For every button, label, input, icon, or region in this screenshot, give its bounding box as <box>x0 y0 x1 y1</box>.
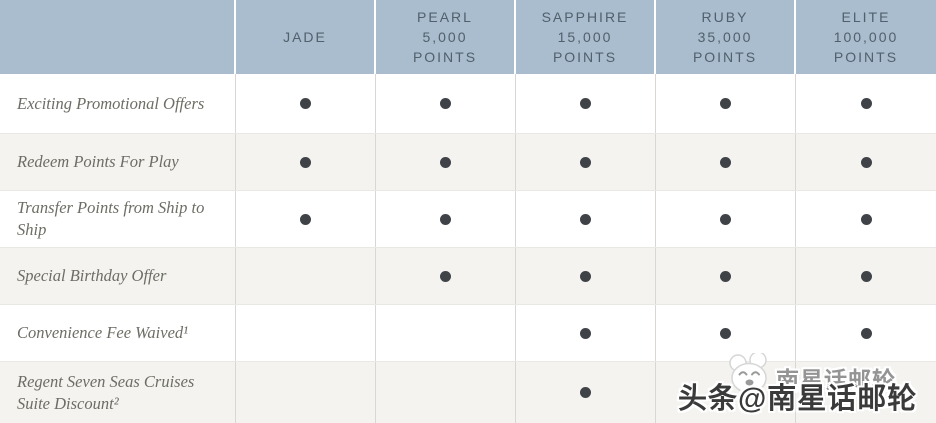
benefit-dot <box>860 98 872 109</box>
benefit-label: Regent Seven Seas Cruises Suite Discount… <box>0 362 236 423</box>
table-body: Exciting Promotional Offers Redeem Points… <box>0 74 936 423</box>
benefit-dot <box>720 327 731 339</box>
table-row: Transfer Points from Ship to Ship <box>0 190 936 247</box>
tier-cell <box>796 191 936 247</box>
benefit-dot <box>580 387 591 398</box>
benefit-label: Special Birthday Offer <box>0 248 236 304</box>
header-cell-jade: JADE <box>236 0 376 74</box>
table-row: Redeem Points For Play <box>0 133 936 190</box>
tier-cell <box>656 362 796 423</box>
table-header-row: JADE PEARL 5,000 POINTS SAPPHIRE 15,000 … <box>0 0 936 74</box>
tier-cell <box>516 74 656 133</box>
tier-cell <box>796 248 936 304</box>
benefit-dot <box>860 270 872 282</box>
tier-cell <box>236 74 376 133</box>
benefit-dot <box>860 156 872 168</box>
benefit-dot <box>860 387 872 398</box>
benefit-label: Redeem Points For Play <box>0 134 236 190</box>
benefit-dot <box>440 156 451 168</box>
tier-cell <box>236 134 376 190</box>
tier-cell <box>516 362 656 423</box>
benefit-dot <box>720 270 731 282</box>
tier-cell <box>516 191 656 247</box>
benefit-dot <box>580 327 591 339</box>
benefit-dot <box>440 270 451 282</box>
benefit-label: Exciting Promotional Offers <box>0 74 236 133</box>
benefit-dot <box>580 270 591 282</box>
tier-cell <box>516 305 656 361</box>
tier-cell <box>376 248 516 304</box>
tier-cell <box>796 74 936 133</box>
tier-cell <box>656 191 796 247</box>
benefit-dot <box>720 387 731 398</box>
tier-cell <box>376 305 516 361</box>
table-row: Regent Seven Seas Cruises Suite Discount… <box>0 361 936 423</box>
benefit-label: Transfer Points from Ship to Ship <box>0 191 236 247</box>
benefit-dot <box>300 213 311 225</box>
tier-cell <box>376 74 516 133</box>
benefit-label: Convenience Fee Waived¹ <box>0 305 236 361</box>
header-cell-ruby: RUBY 35,000 POINTS <box>656 0 796 74</box>
tier-cell <box>236 191 376 247</box>
benefit-dot <box>440 98 451 109</box>
header-cell-pearl: PEARL 5,000 POINTS <box>376 0 516 74</box>
benefit-dot <box>580 98 591 109</box>
tier-cell <box>656 74 796 133</box>
benefit-dot <box>720 98 731 109</box>
table-row: Special Birthday Offer <box>0 247 936 304</box>
benefit-dot <box>440 213 451 225</box>
benefit-dot <box>720 156 731 168</box>
header-cell-empty <box>0 0 236 74</box>
benefit-dot <box>300 156 311 168</box>
tier-cell <box>516 134 656 190</box>
tier-cell <box>236 248 376 304</box>
benefit-dot <box>860 327 872 339</box>
tier-cell <box>656 134 796 190</box>
tier-cell <box>516 248 656 304</box>
tier-cell <box>796 134 936 190</box>
tier-cell <box>376 191 516 247</box>
tier-cell <box>796 362 936 423</box>
benefit-dot <box>300 98 311 109</box>
table-row: Exciting Promotional Offers <box>0 74 936 133</box>
tier-cell <box>376 134 516 190</box>
benefit-dot <box>580 213 591 225</box>
tier-cell <box>656 248 796 304</box>
benefit-dot <box>860 213 872 225</box>
benefit-dot <box>580 156 591 168</box>
benefit-dot <box>720 213 731 225</box>
tier-cell <box>376 362 516 423</box>
tier-cell <box>236 362 376 423</box>
table-row: Convenience Fee Waived¹ <box>0 304 936 361</box>
header-cell-sapphire: SAPPHIRE 15,000 POINTS <box>516 0 656 74</box>
tier-cell <box>236 305 376 361</box>
tier-cell <box>656 305 796 361</box>
header-cell-elite: ELITE 100,000 POINTS <box>833 9 899 65</box>
tier-cell <box>796 305 936 361</box>
